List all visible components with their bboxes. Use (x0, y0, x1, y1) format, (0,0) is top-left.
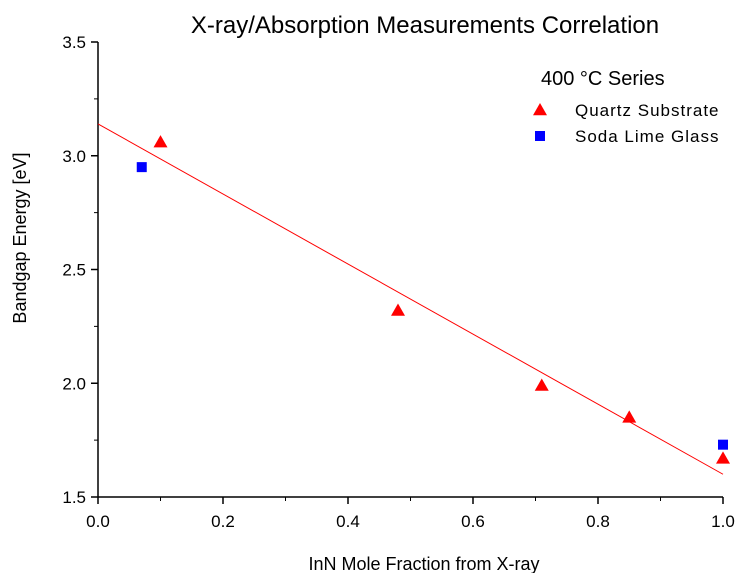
y-tick-label: 1.5 (62, 488, 86, 507)
data-points (136, 135, 730, 464)
fit-line-group (97, 123, 724, 475)
quartz-point (716, 451, 730, 464)
quartz-point (622, 410, 637, 423)
legend-marker (533, 103, 547, 116)
soda-lime-point (136, 162, 147, 173)
ticks: 0.0 0.2 0.4 0.6 0.8 1.0 1.5 2.0 2.5 3.0 3.5 (62, 33, 734, 531)
legend-title: 400 °C Series (541, 68, 665, 90)
quartz-point (391, 303, 405, 316)
y-tick-label: 2.5 (62, 261, 86, 280)
x-tick-label: 0.2 (211, 512, 235, 531)
x-tick-label: 0.0 (86, 512, 110, 531)
y-tick-label: 3.5 (62, 33, 86, 52)
x-axis-label: InN Mole Fraction from X-ray (308, 554, 539, 573)
legend-label: Soda Lime Glass (575, 127, 719, 146)
legend-label: Quartz Substrate (575, 101, 720, 120)
fit-line (97, 123, 724, 475)
y-tick-label: 3.0 (62, 147, 86, 166)
legend: 400 °C Series Quartz Substrate Soda Lime … (533, 68, 720, 146)
y-axis-label: Bandgap Energy [eV] (10, 152, 30, 323)
quartz-point (153, 135, 168, 148)
x-tick-label: 0.8 (586, 512, 610, 531)
x-tick-label: 0.6 (461, 512, 485, 531)
legend-marker (535, 131, 545, 141)
y-tick-label: 2.0 (62, 374, 86, 393)
quartz-point (534, 378, 549, 391)
x-tick-label: 1.0 (711, 512, 735, 531)
x-tick-label: 0.4 (336, 512, 360, 531)
soda-lime-point (718, 439, 728, 450)
chart-title: X-ray/Absorption Measurements Correlatio… (191, 12, 659, 39)
